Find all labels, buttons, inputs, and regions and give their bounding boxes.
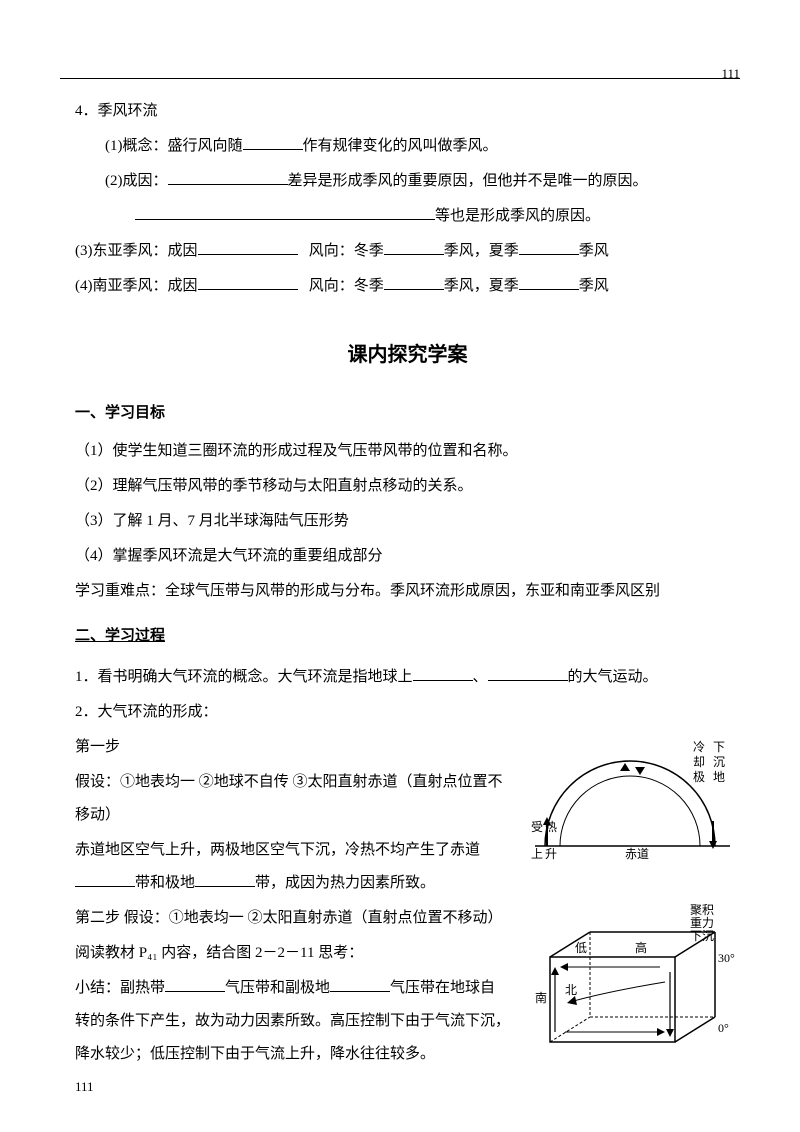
step2-label: 第二步 假设：①地表均一 ②太阳直射赤道（直射点位置不移动） (75, 902, 510, 935)
sec4-item2-post: 等也是形成季风的原因。 (435, 208, 600, 224)
obj4: （4）掌握季风环流是大气环流的重要组成部分 (75, 540, 740, 573)
sec4-item1-post: 作有规律变化的风叫做季风。 (303, 138, 498, 154)
document-body: 4．季风环流 (1)概念：盛行风向随 作有规律变化的风叫做季风。 (2)成因： 差异… (75, 95, 740, 1073)
blank (75, 871, 135, 888)
page-number-top: 111 (721, 60, 740, 89)
d1-ji: 极 (693, 770, 705, 784)
sec4-item3-pre: (3)东亚季风：成因 (75, 243, 198, 259)
sec4-item1: (1)概念：盛行风向随 作有规律变化的风叫做季风。 (105, 130, 740, 163)
sec4-item4-post: 季风 (579, 278, 609, 294)
d1-chidao: 赤道 (625, 847, 649, 861)
d1-chen: 沉 (713, 755, 725, 769)
p1-post: 的大气运动。 (568, 669, 658, 685)
step1-line2-post: 带，成因为热力因素所致。 (255, 875, 435, 891)
blank (519, 274, 579, 291)
objectives-heading: 一、学习目标 (75, 397, 740, 430)
process-heading: 二、学习过程 (75, 620, 740, 653)
process-2: 2．大气环流的形成： (75, 696, 740, 729)
blank (413, 665, 473, 682)
d2-zhong: 重力 (690, 916, 714, 930)
sec4-item2b: 等也是形成季风的原因。 (135, 200, 740, 233)
top-rule (60, 78, 740, 79)
step2-sum-pre: 小结：副热带 (75, 980, 165, 996)
d2-0: 0° (718, 1021, 729, 1035)
sec4-item2-mid: 差异是形成季风的重要原因，但他并不是唯一的原因。 (288, 173, 648, 189)
sec4-item3-mid2: 季风，夏季 (444, 243, 519, 259)
obj1: （1）使学生知道三圈环流的形成过程及气压带风带的位置和名称。 (75, 435, 740, 468)
d2-xia: 下沉 (690, 929, 714, 943)
sec4-title: 4．季风环流 (75, 95, 740, 128)
semicircle-svg: 冷 下 却 沉 极 地 受 热 上 升 赤道 (525, 731, 740, 861)
difficulty: 学习重难点：全球气压带与风带的形成与分布。季风环流形成原因，东亚和南亚季风区别 (75, 575, 740, 608)
step1-text: 第一步 假设：①地表均一 ②地球不自传 ③太阳直射赤道（直射点位置不移动） 赤道… (75, 731, 510, 902)
step1-row: 第一步 假设：①地表均一 ②地球不自传 ③太阳直射赤道（直射点位置不移动） 赤道… (75, 731, 740, 902)
blank (198, 274, 298, 291)
sec4-item2-pre: (2)成因： (105, 173, 168, 189)
d2-gao: 高 (635, 940, 647, 955)
page-number-bottom: 111 (75, 1073, 94, 1102)
step1-line2-pre: 赤道地区空气上升，两极地区空气下沉，冷热不均产生了赤道 (75, 842, 480, 858)
sec4-item1-pre: (1)概念：盛行风向随 (105, 138, 243, 154)
step2-summary: 小结：副热带气压带和副极地气压带在地球自转的条件下产生，故为动力因素所致。高压控… (75, 972, 510, 1071)
d2-di: 低 (575, 941, 587, 955)
sec4-item3-mid1: 风向：冬季 (309, 243, 384, 259)
step1-line2-mid: 带和极地 (135, 875, 195, 891)
blank (195, 871, 255, 888)
step2-read: 阅读教材 P₄₁ 内容，结合图 2－2－11 思考： (75, 937, 510, 970)
sec4-item3-post: 季风 (579, 243, 609, 259)
process-1: 1．看书明确大气环流的概念。大气环流是指地球上 、 的大气运动。 (75, 661, 740, 694)
p1-pre: 1．看书明确大气环流的概念。大气环流是指地球上 (75, 669, 413, 685)
inner-title: 课内探究学案 (75, 333, 740, 377)
blank (198, 239, 298, 256)
step1-line2: 赤道地区空气上升，两极地区空气下沉，冷热不均产生了赤道带和极地 带，成因为热力因素… (75, 834, 510, 900)
diagram-box3d: 聚积 重力 下沉 30° 0° 高 低 南 北 (525, 902, 740, 1070)
blank (165, 976, 225, 993)
d2-nan: 南 (535, 990, 547, 1005)
box3d-svg: 聚积 重力 下沉 30° 0° 高 低 南 北 (525, 902, 740, 1057)
obj2: （2）理解气压带风带的季节移动与太阳直射点移动的关系。 (75, 470, 740, 503)
sec4-item4-mid1: 风向：冬季 (309, 278, 384, 294)
step2-text: 第二步 假设：①地表均一 ②太阳直射赤道（直射点位置不移动） 阅读教材 P₄₁ … (75, 902, 510, 1073)
p1-mid: 、 (473, 669, 488, 685)
blank (168, 169, 288, 186)
d1-shang: 上 (531, 847, 543, 861)
sec4-item4: (4)南亚季风：成因 风向：冬季 季风，夏季 季风 (75, 270, 740, 303)
blank (488, 665, 568, 682)
step2-row: 第二步 假设：①地表均一 ②太阳直射赤道（直射点位置不移动） 阅读教材 P₄₁ … (75, 902, 740, 1073)
d2-bei: 北 (565, 983, 577, 997)
blank (519, 239, 579, 256)
d1-cold: 冷 (693, 740, 705, 754)
step1-label: 第一步 (75, 731, 510, 764)
sec4-item3: (3)东亚季风：成因 风向：冬季 季风，夏季 季风 (75, 235, 740, 268)
sec4-item2a: (2)成因： 差异是形成季风的重要原因，但他并不是唯一的原因。 (105, 165, 740, 198)
d2-ju: 聚积 (690, 903, 714, 917)
blank (243, 134, 303, 151)
obj3: （3）了解 1 月、7 月北半球海陆气压形势 (75, 505, 740, 538)
d2-30: 30° (718, 951, 735, 965)
d1-que: 却 (693, 755, 705, 769)
diagram-semicircle: 冷 下 却 沉 极 地 受 热 上 升 赤道 (525, 731, 740, 874)
sec4-item4-mid2: 季风，夏季 (444, 278, 519, 294)
d1-shou: 受 (531, 820, 543, 834)
d1-re: 热 (545, 820, 557, 834)
d1-di: 地 (713, 770, 725, 784)
step1-assume: 假设：①地表均一 ②地球不自传 ③太阳直射赤道（直射点位置不移动） (75, 766, 510, 832)
blank (384, 274, 444, 291)
d1-sheng: 升 (545, 847, 557, 861)
blank (135, 204, 435, 221)
blank (330, 976, 390, 993)
d1-down: 下 (713, 740, 725, 754)
sec4-item4-pre: (4)南亚季风：成因 (75, 278, 198, 294)
blank (384, 239, 444, 256)
step2-sum-mid1: 气压带和副极地 (225, 980, 330, 996)
